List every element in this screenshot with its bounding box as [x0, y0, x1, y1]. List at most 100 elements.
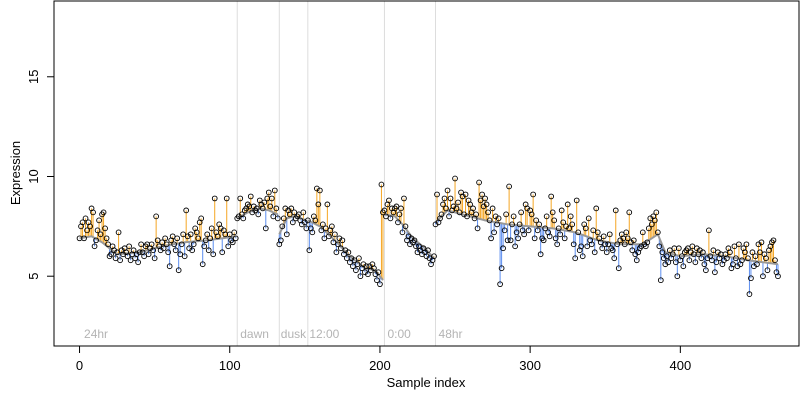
- data-point: [748, 275, 754, 282]
- data-point: [600, 233, 607, 240]
- region-label: 48hr: [439, 327, 463, 341]
- data-point: [464, 213, 470, 220]
- data-point: [277, 237, 284, 244]
- data-point: [512, 243, 518, 250]
- data-point: [148, 241, 155, 248]
- data-point: [678, 253, 685, 260]
- data-point: [474, 225, 481, 232]
- data-point: [666, 247, 673, 254]
- data-point: [633, 257, 640, 264]
- data-point: [555, 225, 562, 232]
- data-point: [656, 243, 663, 250]
- data-point: [330, 239, 337, 246]
- data-point: [543, 213, 550, 220]
- data-point: [467, 201, 473, 208]
- data-point: [183, 207, 190, 214]
- data-point: [268, 195, 275, 202]
- region-label: dusk: [281, 327, 307, 341]
- data-point: [177, 251, 184, 258]
- data-point: [582, 225, 589, 232]
- data-point: [497, 281, 503, 288]
- data-point: [211, 195, 218, 202]
- data-point: [151, 255, 158, 262]
- data-point: [434, 191, 440, 198]
- data-point: [530, 191, 536, 198]
- x-tick-label: 300: [519, 358, 541, 373]
- data-points: [76, 175, 781, 298]
- data-point: [763, 255, 769, 262]
- data-point: [150, 247, 156, 254]
- data-point: [597, 239, 604, 246]
- data-point: [90, 209, 96, 216]
- data-point: [770, 237, 777, 244]
- data-point: [579, 253, 586, 260]
- data-point: [551, 217, 558, 224]
- data-point: [202, 237, 209, 244]
- x-axis: 0 100 200 300 400: [76, 345, 691, 373]
- data-point: [411, 237, 418, 244]
- data-point: [709, 257, 715, 264]
- data-point: [317, 187, 323, 194]
- data-point: [542, 225, 549, 232]
- data-point: [653, 209, 660, 216]
- data-point: [462, 191, 469, 198]
- data-point: [533, 217, 539, 224]
- data-point: [494, 221, 500, 228]
- data-point: [575, 229, 582, 236]
- data-point: [630, 237, 637, 244]
- data-point: [267, 203, 274, 210]
- data-point: [91, 243, 98, 250]
- data-point: [324, 201, 331, 208]
- data-point: [663, 253, 670, 260]
- data-point: [569, 221, 576, 228]
- data-point: [270, 213, 277, 220]
- data-point: [453, 205, 460, 212]
- data-point: [657, 277, 664, 284]
- data-point: [280, 215, 287, 222]
- data-point: [775, 273, 781, 280]
- data-point: [338, 245, 344, 252]
- x-tick-label: 200: [369, 358, 391, 373]
- data-point: [701, 261, 708, 268]
- data-point: [491, 229, 497, 236]
- data-point: [558, 207, 565, 214]
- data-point: [482, 195, 488, 202]
- data-point: [606, 231, 613, 238]
- data-point: [473, 211, 479, 218]
- data-point: [363, 263, 370, 270]
- data-point: [675, 245, 682, 252]
- data-point: [561, 235, 568, 242]
- data-point: [614, 241, 621, 248]
- data-point: [229, 239, 236, 246]
- data-point: [672, 259, 679, 266]
- data-point: [351, 257, 358, 264]
- data-point: [332, 231, 338, 238]
- data-point: [261, 199, 268, 206]
- data-point: [187, 231, 194, 238]
- data-point: [431, 253, 437, 260]
- data-point: [531, 235, 538, 242]
- data-point: [154, 237, 161, 244]
- data-point: [549, 209, 556, 216]
- data-point: [528, 211, 535, 218]
- data-point: [739, 257, 745, 264]
- data-point: [105, 241, 111, 248]
- data-point: [199, 261, 206, 268]
- plot-frame: [53, 0, 800, 347]
- data-point: [357, 273, 364, 280]
- data-point: [706, 227, 712, 234]
- data-point: [82, 215, 89, 222]
- data-point: [727, 249, 733, 256]
- data-point: [138, 241, 144, 248]
- data-point: [265, 189, 272, 196]
- data-point: [452, 175, 458, 182]
- data-point: [572, 255, 579, 262]
- data-point: [374, 277, 380, 284]
- data-point: [557, 231, 564, 238]
- data-point: [304, 217, 311, 224]
- data-point: [393, 203, 400, 210]
- data-point: [525, 227, 532, 234]
- data-point: [136, 249, 143, 256]
- data-point: [219, 249, 226, 256]
